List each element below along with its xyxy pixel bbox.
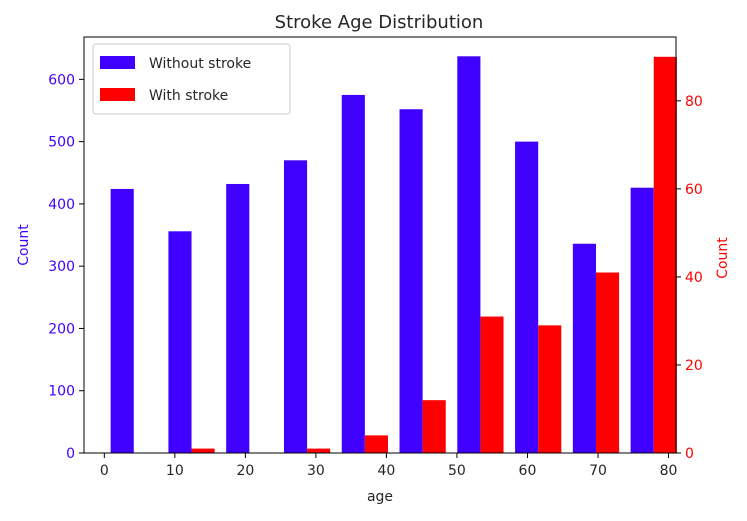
legend: Without stroke With stroke [92, 43, 291, 115]
x-tick-label: 10 [166, 463, 184, 479]
bar-without-stroke [226, 183, 250, 453]
bar-with-stroke [364, 435, 388, 453]
x-tick-label: 40 [378, 463, 396, 479]
left-y-tick-label: 100 [48, 384, 75, 400]
x-tick-label: 20 [236, 463, 254, 479]
bar-without-stroke [630, 187, 654, 453]
legend-swatch-with-stroke [100, 88, 135, 101]
bar-with-stroke [307, 448, 331, 453]
bar-without-stroke [168, 231, 192, 453]
right-y-axis-ticks: 0 20 40 60 80 [676, 94, 703, 462]
x-tick-label: 60 [519, 463, 537, 479]
left-y-tick-label: 600 [48, 72, 75, 88]
left-y-axis-label: Count [16, 224, 32, 266]
left-y-axis-ticks: 0 100 200 300 400 500 600 [48, 72, 84, 462]
legend-frame [92, 43, 291, 115]
x-tick-label: 50 [448, 463, 466, 479]
plot-frame [83, 36, 677, 454]
bars-with-stroke [191, 56, 677, 454]
right-y-tick-label: 60 [685, 182, 703, 198]
x-tick-label: 0 [100, 463, 109, 479]
bar-without-stroke [341, 94, 365, 453]
bar-without-stroke [110, 188, 134, 454]
left-y-tick-label: 200 [48, 321, 75, 337]
right-y-tick-label: 40 [685, 270, 703, 286]
right-y-tick-label: 20 [685, 358, 703, 374]
legend-label-without-stroke: Without stroke [149, 56, 251, 72]
left-y-tick-label: 500 [48, 135, 75, 151]
bar-with-stroke [480, 316, 504, 453]
x-tick-label: 70 [589, 463, 607, 479]
bar-without-stroke [515, 141, 539, 454]
x-tick-label: 30 [307, 463, 325, 479]
chart-title: Stroke Age Distribution [275, 12, 484, 33]
x-tick-label: 80 [660, 463, 678, 479]
bar-with-stroke [538, 325, 562, 453]
bar-with-stroke [191, 448, 215, 453]
bar-without-stroke [399, 109, 423, 454]
right-y-axis-label: Count [715, 237, 731, 279]
left-y-tick-label: 0 [66, 446, 75, 462]
bar-with-stroke [422, 400, 446, 453]
x-axis-ticks: 0 10 20 30 40 50 60 70 80 [100, 453, 678, 479]
bar-with-stroke [653, 56, 677, 454]
bar-without-stroke [572, 243, 596, 453]
bar-without-stroke [283, 160, 308, 453]
left-y-tick-label: 300 [48, 259, 75, 275]
right-y-tick-label: 80 [685, 94, 703, 110]
left-y-tick-label: 400 [48, 197, 75, 213]
legend-swatch-without-stroke [100, 56, 135, 69]
bar-without-stroke [457, 56, 481, 453]
bar-with-stroke [595, 272, 620, 453]
right-y-tick-label: 0 [685, 446, 694, 462]
x-axis-label: age [367, 489, 393, 505]
bars-without-stroke [110, 56, 654, 454]
legend-label-with-stroke: With stroke [149, 88, 228, 104]
